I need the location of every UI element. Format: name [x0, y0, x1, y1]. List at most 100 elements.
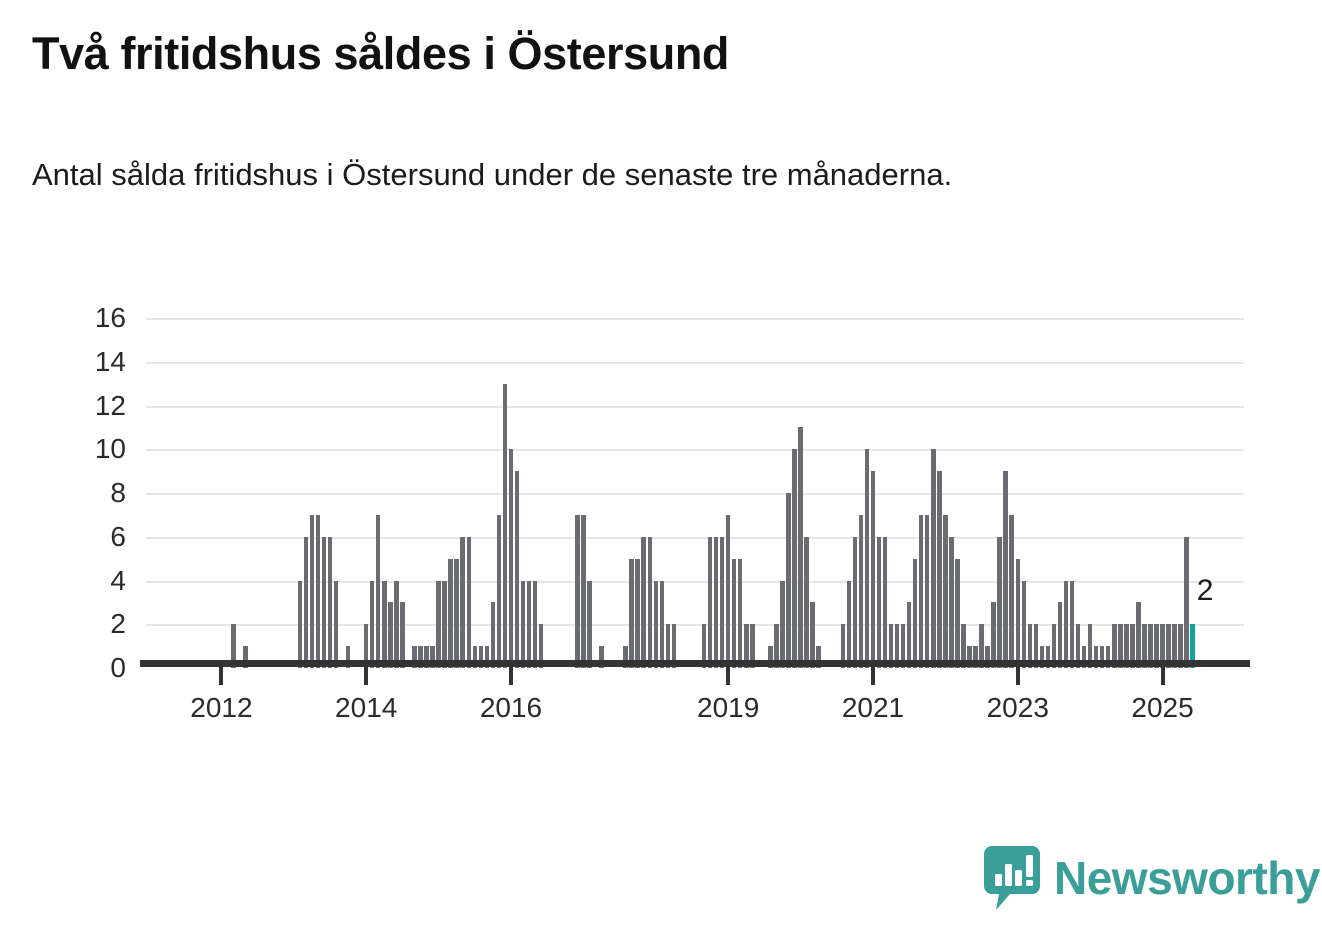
bar — [1184, 536, 1189, 668]
bar — [943, 514, 948, 668]
bar — [786, 493, 791, 668]
x-axis-tick-label: 2025 — [1131, 692, 1194, 723]
bar — [496, 514, 502, 668]
bar — [653, 580, 658, 668]
x-axis-tick-label: 2016 — [479, 692, 543, 723]
x-axis-tick — [1160, 667, 1165, 685]
bar — [955, 558, 960, 668]
gridline — [146, 449, 1244, 452]
bar — [520, 580, 526, 668]
bar — [1154, 624, 1159, 668]
bar — [327, 536, 333, 668]
bar — [1063, 580, 1069, 668]
bar — [587, 580, 592, 668]
bar — [333, 580, 339, 668]
x-axis-tick — [508, 667, 513, 685]
bar — [436, 580, 441, 668]
bar — [581, 514, 586, 668]
bar — [744, 624, 749, 668]
bar — [961, 624, 966, 668]
bar — [345, 646, 351, 668]
x-axis-tick-label: 2012 — [190, 692, 253, 723]
bar — [937, 471, 942, 668]
bar — [629, 558, 634, 668]
bar — [810, 602, 815, 668]
bar — [816, 646, 821, 668]
bar — [1136, 602, 1141, 668]
page-title: Två fritidshus såldes i Östersund — [32, 28, 730, 79]
bar — [900, 624, 906, 668]
bar — [846, 580, 852, 668]
bar — [1087, 624, 1093, 668]
bar — [508, 449, 514, 668]
gridline — [146, 318, 1244, 320]
bar — [321, 536, 327, 668]
bar — [713, 536, 719, 668]
bar — [394, 580, 399, 668]
bar — [1039, 646, 1045, 668]
bar — [701, 624, 707, 668]
y-axis-tick-label: 2 — [110, 608, 126, 640]
y-axis-tick-label: 8 — [110, 477, 126, 508]
x-axis-tick-label: 2014 — [335, 692, 398, 723]
bar — [997, 536, 1002, 668]
bar — [659, 580, 665, 668]
bar — [623, 646, 628, 668]
bar — [599, 646, 604, 668]
bar — [382, 580, 387, 668]
bar — [388, 602, 393, 668]
x-axis-line — [140, 660, 1250, 667]
bar — [297, 580, 303, 668]
x-axis-tick-label: 2019 — [697, 692, 760, 723]
bar — [931, 449, 936, 668]
bar — [502, 383, 508, 668]
plot-area — [146, 318, 1244, 668]
gridline — [146, 405, 1244, 408]
bar — [804, 536, 809, 668]
y-axis-tick-label: 14 — [94, 345, 126, 377]
bar — [967, 646, 972, 668]
bar — [852, 536, 858, 668]
x-axis-tick-label: 2021 — [841, 692, 905, 723]
highlighted-bar-value-label: 2 — [1196, 574, 1214, 608]
newsworthy-bar-chart-bubble-icon — [984, 846, 1040, 910]
bar — [1118, 624, 1123, 668]
bar — [973, 646, 978, 668]
bar — [1166, 624, 1171, 668]
bar — [906, 602, 912, 668]
bar — [532, 580, 538, 668]
bar — [991, 602, 996, 668]
bar — [309, 514, 315, 668]
page-subtitle: Antal sålda fritidshus i Östersund under… — [32, 157, 953, 192]
bar — [1069, 580, 1075, 668]
bar — [985, 646, 990, 668]
bar — [424, 646, 429, 668]
bar — [1009, 514, 1014, 668]
bar — [1045, 646, 1051, 668]
newsworthy-logo: Newsworthy — [984, 846, 1320, 910]
bar — [1021, 580, 1027, 668]
x-axis-tick — [219, 667, 224, 685]
bar — [647, 536, 652, 668]
bar — [1112, 624, 1117, 668]
x-axis-tick — [726, 667, 731, 685]
bar — [1075, 624, 1081, 668]
bar — [864, 449, 870, 668]
bar — [919, 514, 924, 668]
bar — [315, 514, 321, 668]
bar — [1130, 624, 1135, 668]
bar-highlighted — [1190, 624, 1195, 668]
bar — [1003, 471, 1008, 668]
gridline — [146, 624, 1244, 627]
bar — [894, 624, 900, 668]
bar — [1142, 624, 1147, 668]
x-axis-tick — [870, 667, 875, 685]
bar — [671, 624, 677, 668]
y-axis-tick-label: 12 — [94, 389, 126, 421]
bar — [243, 646, 248, 668]
bar — [363, 624, 369, 668]
gridline — [146, 493, 1244, 495]
bar — [466, 536, 471, 668]
bar — [1033, 624, 1039, 668]
